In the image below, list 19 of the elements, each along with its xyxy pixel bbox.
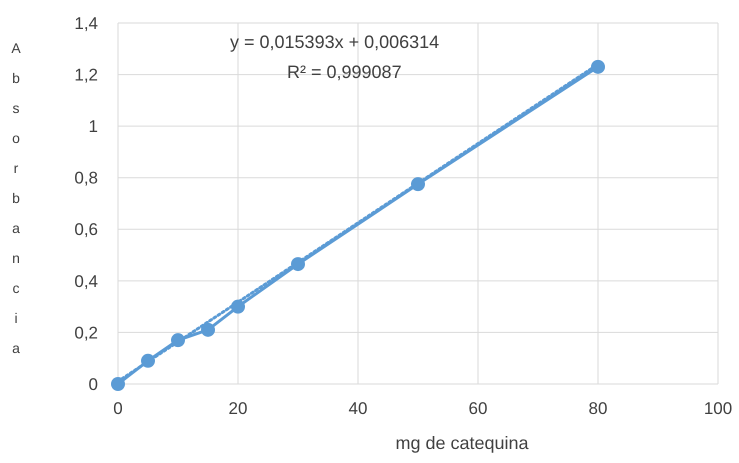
annotation: y = 0,015393x + 0,006314 <box>230 32 440 52</box>
y-tick-label: 1,2 <box>74 66 98 85</box>
annotation: R² = 0,999087 <box>287 62 402 82</box>
y-tick-label: 0,4 <box>74 272 98 291</box>
point <box>201 322 215 337</box>
x-axis-title: mg de catequina <box>395 433 530 453</box>
text: Absorbancia <box>11 40 21 356</box>
y-tick-label: 0,6 <box>74 220 98 240</box>
y-tick-label: 1,4 <box>74 14 98 33</box>
y-tick-label: 0 <box>88 374 98 394</box>
x-tick-label: 0 <box>113 399 123 418</box>
x-tick-label: 20 <box>228 399 248 418</box>
x-tick-label: 100 <box>704 399 732 418</box>
y-tick-label: 0,8 <box>74 168 98 188</box>
y-tick-label: 0,2 <box>74 323 98 342</box>
x-tick-label: 80 <box>588 399 608 418</box>
x-tick-label: 60 <box>468 399 488 418</box>
x-tick-label: 40 <box>348 399 368 418</box>
y-tick-label: 1 <box>88 117 98 136</box>
